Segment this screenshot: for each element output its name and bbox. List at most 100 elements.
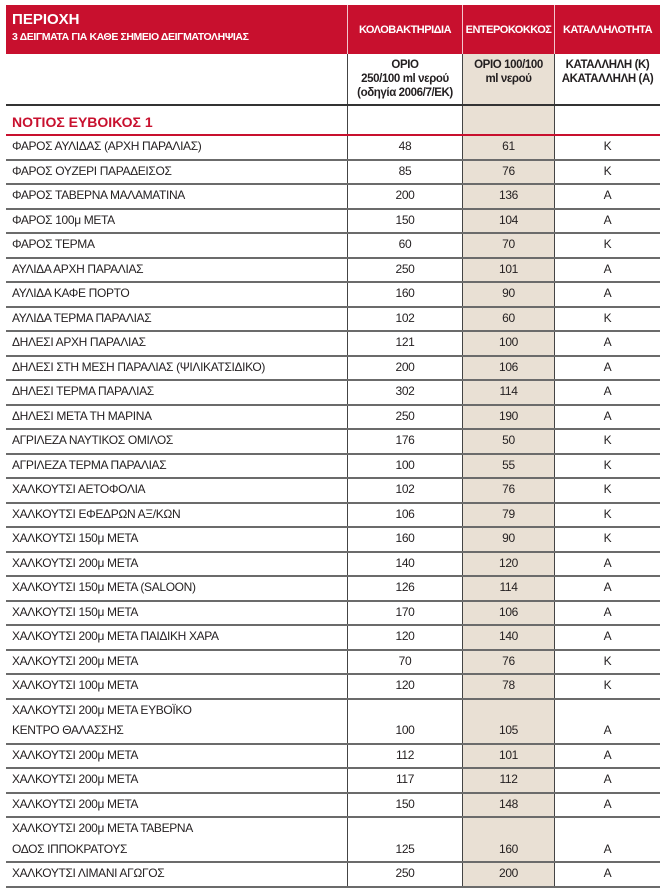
enterococcus-value: 50: [463, 430, 555, 453]
table-row: ΑΓΡΙΛΕΖΑ ΤΕΡΜΑ ΠΑΡΑΛΙΑΣ 100 55 Κ: [6, 454, 660, 479]
enterococcus-value: 76: [463, 650, 555, 673]
location-name: ΦΑΡΟΣ 100μ ΜΕΤΑ: [6, 209, 348, 232]
suitability-legend: ΚΑΤΑΛΛΗΛΗ (Κ) ΑΚΑΤΑΛΛΗΛΗ (Α): [561, 59, 654, 85]
coliform-value: 302: [348, 381, 463, 404]
location-name: ΔΗΛΕΣΙ ΣΤΗ ΜΕΣΗ ΠΑΡΑΛΙΑΣ (ΨΙΛΙΚΑΤΣΙΔΙΚΟ): [6, 356, 348, 379]
suitability-value: Α: [603, 604, 612, 619]
enterococcus-value: 106: [463, 601, 555, 624]
section-title: ΝΟΤΙΟΣ ΕΥΒΟΙΚΟΣ 1: [6, 106, 348, 134]
table-row: ΦΑΡΟΣ ΤΕΡΜΑ 60 70 Κ: [6, 234, 660, 259]
coliform-value: 106: [348, 503, 463, 526]
coliform-value: 250: [348, 405, 463, 428]
enterococcus-value: 76: [463, 160, 555, 183]
suitability-value: Κ: [603, 678, 612, 692]
table-row: ΧΑΛΚΟΥΤΣΙ 200μ ΜΕΤΑ 112 101 Α: [6, 744, 660, 769]
enterococcus-value: 106: [463, 356, 555, 379]
location-name: ΔΗΛΕΣΙ ΤΕΡΜΑ ΠΑΡΑΛΙΑΣ: [6, 381, 348, 404]
table-row: ΧΑΛΚΟΥΤΣΙ 150μ ΜΕΤΑ (SALOON) 126 114 Α: [6, 577, 660, 602]
coliform-value: 100: [348, 454, 463, 477]
table-row: ΧΑΛΚΟΥΤΣΙ 150μ ΜΕΤΑ 170 106 Α: [6, 601, 660, 626]
enterococcus-value: 112: [463, 769, 555, 792]
header-subtitle: 3 ΔΕΙΓΜΑΤΑ ΓΙΑ ΚΑΘΕ ΣΗΜΕΙΟ ΔΕΙΓΜΑΤΟΛΗΨΙΑ…: [12, 31, 249, 43]
enterococcus-value: 114: [463, 577, 555, 600]
suitability-value: Α: [603, 629, 612, 643]
enterococcus-value: 90: [463, 528, 555, 551]
table-row: ΦΑΡΟΣ ΤΑΒΕΡΝΑ ΜΑΛΑΜΑΤΙΝΑ 200 136 Α: [6, 185, 660, 210]
coliform-value: 140: [348, 552, 463, 575]
suitability-value: Κ: [603, 433, 612, 447]
location-name: ΔΗΛΕΣΙ ΑΡΧΗ ΠΑΡΑΛΙΑΣ: [6, 332, 348, 355]
suitability-value: Α: [603, 723, 612, 737]
table-row: ΧΑΛΚΟΥΤΣΙ 100μ ΜΕΤΑ 120 78 Κ: [6, 675, 660, 700]
location-name: ΔΗΛΕΣΙ ΜΕΤΑ ΤΗ ΜΑΡΙΝΑ: [6, 405, 348, 428]
header-suitability: ΚΑΤΑΛΛΗΛΟΤΗΤΑ: [562, 23, 653, 36]
table-row: ΑΥΛΙΔΑ ΑΡΧΗ ΠΑΡΑΛΙΑΣ 250 101 Α: [6, 258, 660, 283]
location-name: ΧΑΛΚΟΥΤΣΙ 200μ ΜΕΤΑ: [6, 793, 348, 816]
location-name: ΧΑΛΚΟΥΤΣΙ 150μ ΜΕΤΑ: [6, 528, 348, 551]
location-name: ΧΑΛΚΟΥΤΣΙ 100μ ΜΕΤΑ: [6, 675, 348, 698]
enterococcus-value: 90: [463, 283, 555, 306]
location-name: ΦΑΡΟΣ ΟΥΖΕΡΙ ΠΑΡΑΔΕΙΣΟΣ: [6, 160, 348, 183]
suitability-value: Κ: [603, 310, 612, 325]
table-row: ΧΑΛΚΟΥΤΣΙ 150μ ΜΕΤΑ 160 90 Κ: [6, 528, 660, 553]
location-name: ΑΥΛΙΔΑ ΤΕΡΜΑ ΠΑΡΑΛΙΑΣ: [6, 307, 348, 330]
enterococcus-value: 76: [463, 479, 555, 502]
table-row: ΔΗΛΕΣΙ ΑΡΧΗ ΠΑΡΑΛΙΑΣ 121 100 Α: [6, 332, 660, 357]
suitability-value: Κ: [603, 531, 612, 545]
suitability-value: Α: [603, 580, 612, 594]
location-name: ΧΑΛΚΟΥΤΣΙ 200μ ΜΕΤΑ: [6, 769, 348, 792]
table-row: ΔΗΛΕΣΙ ΣΤΗ ΜΕΣΗ ΠΑΡΑΛΙΑΣ (ΨΙΛΙΚΑΤΣΙΔΙΚΟ)…: [6, 356, 660, 381]
suitability-value: Κ: [603, 139, 612, 153]
table-row: ΑΥΛΙΔΑ ΚΑΦΕ ΠΟΡΤΟ 160 90 Α: [6, 283, 660, 308]
coliform-value: 126: [348, 577, 463, 600]
table-row: ΑΥΛΙΔΑ ΤΕΡΜΑ ΠΑΡΑΛΙΑΣ 102 60 Κ: [6, 307, 660, 332]
coliform-value: 150: [348, 793, 463, 816]
table-row: ΔΗΛΕΣΙ ΜΕΤΑ ΤΗ ΜΑΡΙΝΑ 250 190 Α: [6, 405, 660, 430]
location-name: ΧΑΛΚΟΥΤΣΙ 200μ ΜΕΤΑ: [6, 744, 348, 767]
coliform-value: 120: [348, 675, 463, 698]
suitability-value: Α: [603, 212, 612, 227]
coliform-value: 150: [348, 209, 463, 232]
suitability-value: Α: [603, 772, 612, 786]
enterococcus-value: 79: [463, 503, 555, 526]
table-row: ΧΑΛΚΟΥΤΣΙ ΛΙΜΑΝΙ ΑΓΩΓΟΣ 250 200 Α: [6, 863, 660, 888]
location-name: ΧΑΛΚΟΥΤΣΙ 200μ ΜΕΤΑ ΠΑΙΔΙΚΗ ΧΑΡΑ: [6, 626, 348, 649]
location-name: ΧΑΛΚΟΥΤΣΙ 200μ ΜΕΤΑ ΤΑΒΕΡΝΑ ΟΔΟΣ ΙΠΠΟΚΡΑΤ…: [6, 818, 348, 861]
coliform-value: 250: [348, 258, 463, 281]
coliform-value: 125: [348, 818, 463, 861]
suitability-value: Α: [603, 841, 612, 856]
table-row: ΑΓΡΙΛΕΖΑ ΝΑΥΤΙΚΟΣ ΟΜΙΛΟΣ 176 50 Κ: [6, 430, 660, 455]
coliform-value: 160: [348, 528, 463, 551]
coliform-value: 176: [348, 430, 463, 453]
table-row: ΧΑΛΚΟΥΤΣΙ 200μ ΜΕΤΑ ΤΑΒΕΡΝΑ ΟΔΟΣ ΙΠΠΟΚΡΑΤ…: [6, 818, 660, 863]
table-row: ΦΑΡΟΣ ΟΥΖΕΡΙ ΠΑΡΑΔΕΙΣΟΣ 85 76 Κ: [6, 160, 660, 185]
coliform-value: 102: [348, 479, 463, 502]
enterococcus-value: 61: [463, 136, 555, 159]
suitability-value: Α: [603, 384, 612, 398]
location-name: ΧΑΛΚΟΥΤΣΙ 200μ ΜΕΤΑ: [6, 552, 348, 575]
coliform-value: 250: [348, 863, 463, 886]
location-name: ΧΑΛΚΟΥΤΣΙ 200μ ΜΕΤΑ ΕΥΒΟΪΚΟ ΚΕΝΤΡΟ ΘΑΛΑΣΣ…: [6, 699, 348, 743]
table-row: ΧΑΛΚΟΥΤΣΙ 200μ ΜΕΤΑ ΕΥΒΟΪΚΟ ΚΕΝΤΡΟ ΘΑΛΑΣΣ…: [6, 699, 660, 745]
enterococcus-value: 160: [463, 818, 555, 861]
table-row: ΧΑΛΚΟΥΤΣΙ 200μ ΜΕΤΑ 150 148 Α: [6, 793, 660, 818]
suitability-value: Α: [603, 261, 612, 276]
suitability-value: Κ: [603, 457, 612, 472]
location-name: ΦΑΡΟΣ ΤΕΡΜΑ: [6, 234, 348, 257]
header-coliform: ΚΟΛΟΒΑΚΤΗΡΙΔΙΑ: [348, 5, 463, 54]
coliform-value: 48: [348, 136, 463, 159]
coliform-value: 120: [348, 626, 463, 649]
coliform-value: 70: [348, 650, 463, 673]
coliform-value: 60: [348, 234, 463, 257]
enterococcus-value: 105: [463, 699, 555, 743]
enterococcus-value: 136: [463, 185, 555, 208]
table-row: ΦΑΡΟΣ 100μ ΜΕΤΑ 150 104 Α: [6, 209, 660, 234]
coliform-value: 170: [348, 601, 463, 624]
limit-coliform: ΟΡΙΟ 250/100 ml νερού (οδηγία 2006/7/ΕΚ): [348, 54, 463, 104]
table-row: ΧΑΛΚΟΥΤΣΙ 200μ ΜΕΤΑ 70 76 Κ: [6, 650, 660, 675]
suitability-value: Α: [603, 555, 612, 570]
location-name: ΧΑΛΚΟΥΤΣΙ ΕΦΕΔΡΩΝ ΑΞ/ΚΩΝ: [6, 503, 348, 526]
coliform-value: 102: [348, 307, 463, 330]
enterococcus-value: 78: [463, 675, 555, 698]
location-name: ΑΥΛΙΔΑ ΚΑΦΕ ΠΟΡΤΟ: [6, 283, 348, 306]
